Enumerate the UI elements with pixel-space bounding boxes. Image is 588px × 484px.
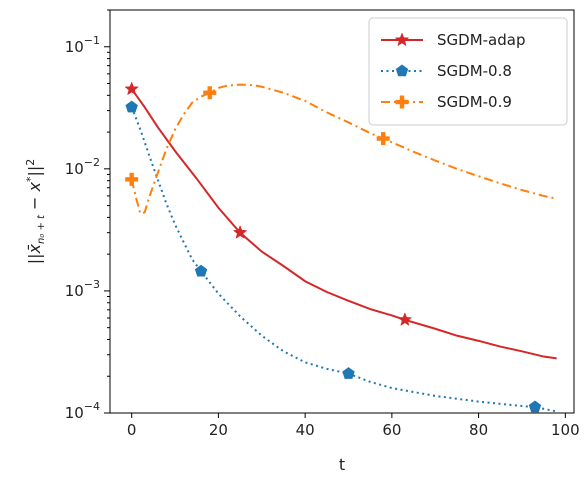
y-label-square: 2 xyxy=(24,159,37,166)
data-point xyxy=(194,264,208,277)
series-line xyxy=(130,88,557,360)
x-tick-label: 40 xyxy=(296,421,315,439)
series-line xyxy=(130,106,557,413)
series-SGDM-0.8 xyxy=(125,100,557,413)
x-tick-label: 100 xyxy=(551,421,580,439)
y-tick-label: 10−1 xyxy=(65,34,100,56)
data-point xyxy=(124,81,140,96)
x-tick-label: 60 xyxy=(382,421,401,439)
legend-entry: SGDM-0.9 xyxy=(381,93,512,111)
legend-label: SGDM-0.8 xyxy=(437,62,512,80)
y-label-subscript: n₀ + t xyxy=(36,214,47,244)
legend: SGDM-adap SGDM-0.8 SGDM-0.9 xyxy=(368,17,568,126)
data-point xyxy=(232,224,248,239)
y-label-star: * xyxy=(24,176,37,182)
data-point xyxy=(342,367,355,379)
y-label-minus: − xyxy=(25,191,44,215)
y-axis: 10−1 10−2 10−3 10−4 xyxy=(65,9,110,422)
legend-entry: SGDM-adap xyxy=(381,31,525,49)
plot-frame xyxy=(109,9,575,414)
y-tick-label: 10−3 xyxy=(65,278,100,300)
legend-marker xyxy=(395,64,409,77)
y-axis-label: ||x̄n₀ + t − x*||2 xyxy=(24,159,47,265)
y-label-norm: || xyxy=(25,166,44,177)
data-point xyxy=(397,312,413,327)
series-SGDM-adap xyxy=(124,81,557,360)
data-point xyxy=(528,400,542,413)
legend-entry: SGDM-0.8 xyxy=(381,62,512,80)
data-point xyxy=(376,132,390,146)
x-axis: 0 20 40 60 80 100 xyxy=(127,413,580,439)
legend-box xyxy=(368,17,568,126)
legend-marker xyxy=(395,95,409,109)
y-tick-label: 10−4 xyxy=(65,400,100,422)
data-point xyxy=(125,100,138,113)
y-label-xstar: x xyxy=(25,181,44,192)
x-tick-label: 20 xyxy=(209,421,228,439)
series-layer xyxy=(124,81,557,413)
series-SGDM-0.9 xyxy=(125,83,557,215)
y-label-text: || xyxy=(25,254,44,265)
legend-marker xyxy=(394,32,410,47)
data-point xyxy=(203,86,217,100)
x-tick-label: 80 xyxy=(469,421,488,439)
series-line xyxy=(130,83,557,215)
legend-label: SGDM-adap xyxy=(437,31,525,49)
y-tick-label: 10−2 xyxy=(65,156,100,178)
y-label-xbar: x̄ xyxy=(25,244,44,255)
legend-label: SGDM-0.9 xyxy=(437,93,512,111)
x-axis-label: t xyxy=(339,455,345,474)
data-point xyxy=(125,172,139,186)
x-tick-label: 0 xyxy=(127,421,137,439)
